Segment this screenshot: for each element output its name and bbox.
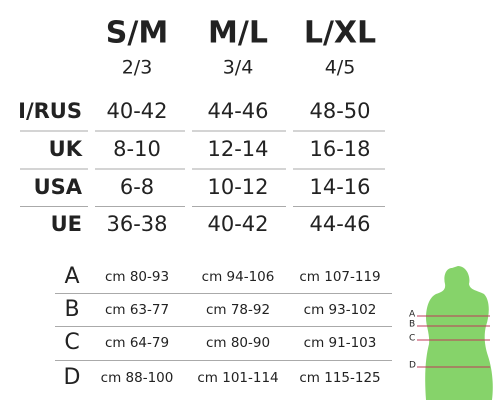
size-value: 8-10 bbox=[113, 137, 161, 161]
size-name: L/XL bbox=[304, 16, 376, 51]
measure-value: cm 94-106 bbox=[202, 269, 275, 285]
row-label: I/RUS bbox=[18, 99, 82, 123]
size-value: 36-38 bbox=[106, 212, 167, 236]
measure-value: cm 115-125 bbox=[299, 370, 380, 386]
size-value: 12-14 bbox=[207, 137, 268, 161]
measure-value: cm 80-90 bbox=[206, 335, 270, 351]
size-sub: 4/5 bbox=[325, 57, 356, 79]
measure-label: B bbox=[64, 297, 79, 322]
measure-value: cm 88-100 bbox=[101, 370, 174, 386]
measure-value: cm 78-92 bbox=[206, 302, 270, 318]
size-value: 6-8 bbox=[120, 175, 154, 199]
figure-label: B bbox=[409, 320, 415, 330]
measure-value: cm 101-114 bbox=[197, 370, 278, 386]
measure-label: C bbox=[64, 330, 79, 355]
body-silhouette bbox=[425, 266, 493, 400]
size-sub: 2/3 bbox=[122, 57, 153, 79]
size-value: 44-46 bbox=[309, 212, 370, 236]
figure-label: A bbox=[409, 310, 416, 320]
measure-label: A bbox=[64, 264, 79, 289]
size-value: 10-12 bbox=[207, 175, 268, 199]
size-value: 40-42 bbox=[207, 212, 268, 236]
measure-label: D bbox=[64, 365, 81, 390]
figure-label: D bbox=[409, 361, 416, 371]
row-label: UK bbox=[49, 137, 83, 161]
figure-label: C bbox=[409, 334, 415, 344]
measure-value: cm 80-93 bbox=[105, 269, 169, 285]
measure-value: cm 91-103 bbox=[304, 335, 377, 351]
row-label: UE bbox=[51, 212, 82, 236]
size-name: S/M bbox=[106, 16, 168, 51]
row-label: USA bbox=[34, 175, 83, 199]
size-value: 48-50 bbox=[309, 99, 370, 123]
measure-value: cm 107-119 bbox=[299, 269, 380, 285]
size-value: 14-16 bbox=[309, 175, 370, 199]
size-sub: 3/4 bbox=[223, 57, 254, 79]
size-value: 40-42 bbox=[106, 99, 167, 123]
measure-value: cm 93-102 bbox=[304, 302, 377, 318]
measure-value: cm 64-79 bbox=[105, 335, 169, 351]
size-value: 16-18 bbox=[309, 137, 370, 161]
measure-value: cm 63-77 bbox=[105, 302, 169, 318]
size-value: 44-46 bbox=[207, 99, 268, 123]
size-name: M/L bbox=[208, 16, 268, 51]
